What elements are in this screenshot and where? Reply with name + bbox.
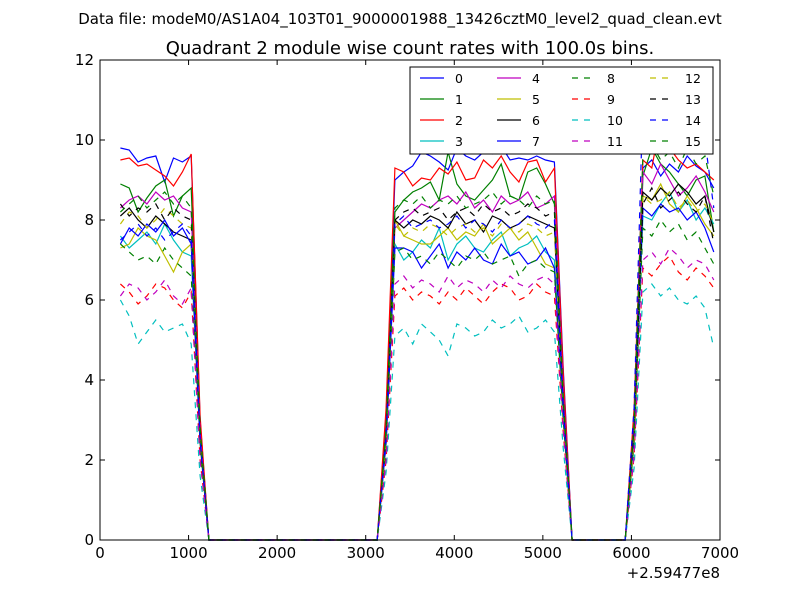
series-0-line bbox=[120, 145, 715, 541]
legend-label-4: 4 bbox=[532, 71, 540, 86]
legend-label-15: 15 bbox=[685, 134, 701, 149]
series-10-line bbox=[119, 283, 715, 541]
x-tick-label: 6000 bbox=[612, 544, 650, 562]
x-tick-label: 3000 bbox=[347, 544, 385, 562]
series-14-line bbox=[119, 99, 715, 541]
legend-label-9: 9 bbox=[607, 92, 615, 107]
series-6-line bbox=[119, 183, 715, 541]
y-tick-label: 6 bbox=[84, 291, 94, 309]
y-tick-label: 0 bbox=[84, 531, 94, 549]
legend-label-11: 11 bbox=[607, 134, 623, 149]
series-layer bbox=[119, 99, 715, 541]
legend-label-2: 2 bbox=[455, 113, 463, 128]
series-8-line bbox=[119, 218, 715, 541]
y-tick-label: 2 bbox=[84, 451, 94, 469]
series-5-line bbox=[120, 182, 715, 541]
figure-suptitle: Data file: modeM0/AS1A04_103T01_90000019… bbox=[78, 10, 722, 29]
series-2-line bbox=[120, 119, 715, 541]
legend-label-6: 6 bbox=[532, 113, 540, 128]
x-tick-label: 4000 bbox=[435, 544, 473, 562]
x-tick-label: 0 bbox=[95, 544, 105, 562]
legend-label-12: 12 bbox=[685, 71, 701, 86]
legend-label-10: 10 bbox=[607, 113, 623, 128]
chart-title: Quadrant 2 module wise count rates with … bbox=[166, 38, 655, 59]
series-15-line bbox=[119, 142, 715, 541]
legend-label-8: 8 bbox=[607, 71, 615, 86]
series-3-line bbox=[119, 190, 715, 541]
legend-label-1: 1 bbox=[455, 92, 463, 107]
series-9-line bbox=[119, 255, 715, 541]
x-tick-label: 5000 bbox=[524, 544, 562, 562]
series-12-line bbox=[119, 191, 715, 541]
legend-label-5: 5 bbox=[532, 92, 540, 107]
legend-label-7: 7 bbox=[532, 134, 540, 149]
legend-label-0: 0 bbox=[455, 71, 463, 86]
series-7-line bbox=[119, 203, 715, 541]
y-tick-label: 8 bbox=[84, 211, 94, 229]
legend-label-14: 14 bbox=[685, 113, 701, 128]
x-axis: 0 1000 2000 3000 4000 5000 6000 7000 bbox=[95, 60, 739, 562]
series-13-line bbox=[119, 186, 715, 541]
series-4-line bbox=[119, 162, 715, 541]
series-1-line bbox=[120, 146, 715, 541]
y-tick-label: 10 bbox=[75, 131, 94, 149]
legend-label-3: 3 bbox=[455, 134, 463, 149]
legend-frame bbox=[409, 66, 714, 155]
y-tick-label: 12 bbox=[75, 51, 94, 69]
x-tick-label: 2000 bbox=[258, 544, 296, 562]
x-tick-label: 7000 bbox=[701, 544, 739, 562]
y-tick-label: 4 bbox=[84, 371, 94, 389]
x-offset-label: +2.59477e8 bbox=[627, 564, 720, 582]
x-tick-label: 1000 bbox=[169, 544, 207, 562]
series-11-line bbox=[119, 247, 715, 541]
legend-label-13: 13 bbox=[685, 92, 701, 107]
